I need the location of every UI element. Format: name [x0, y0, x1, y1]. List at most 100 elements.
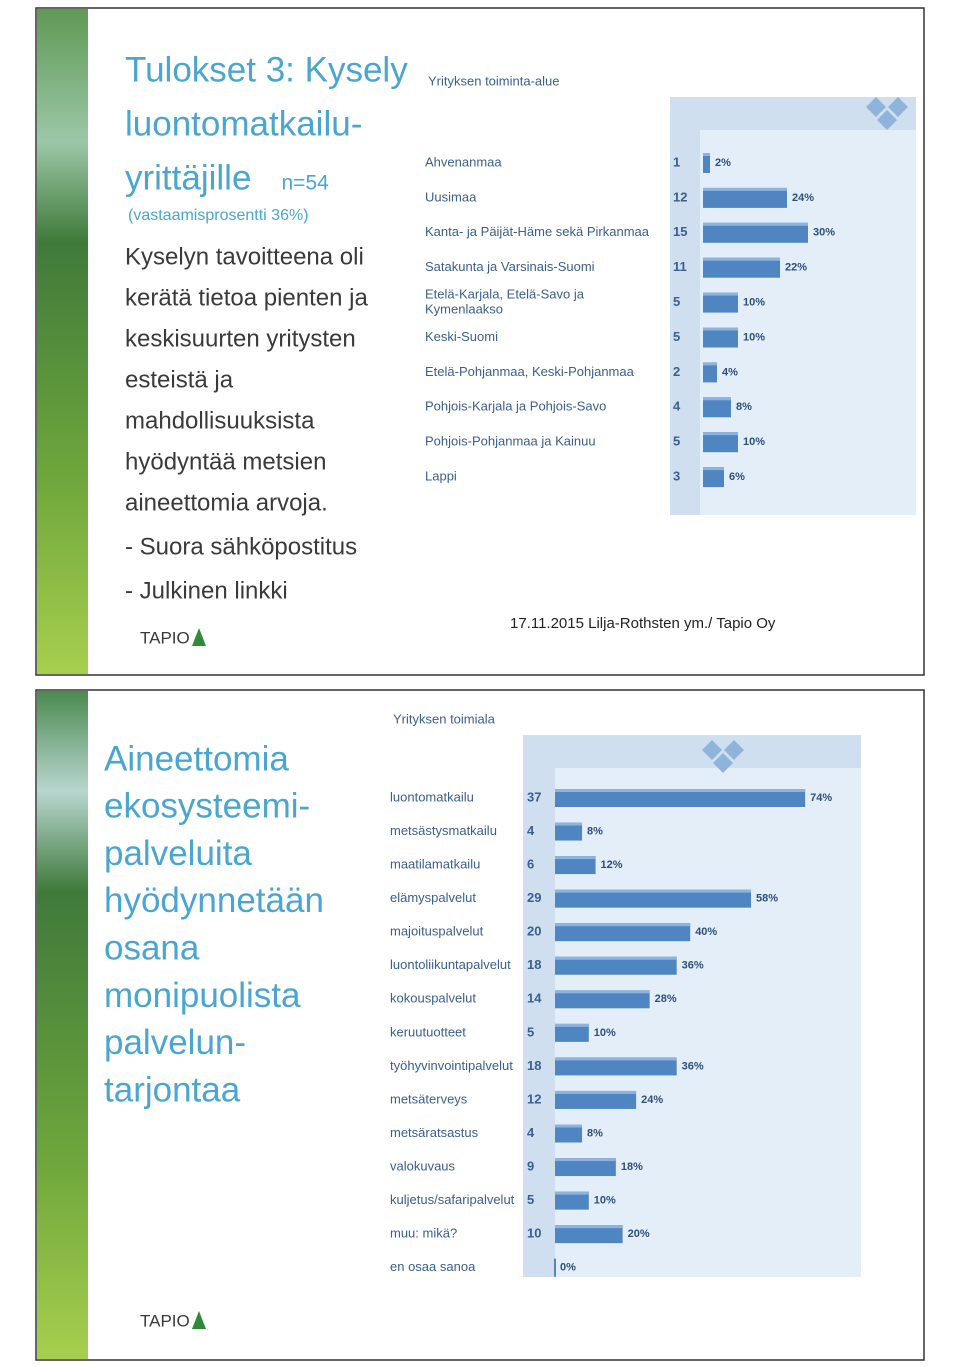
count-label: 1 [673, 154, 680, 169]
bar-highlight [555, 889, 752, 893]
bar [703, 153, 710, 173]
bar-highlight [703, 222, 808, 226]
count-label: 11 [673, 259, 687, 274]
slide-title: Tulokset 3: Kysely [125, 50, 408, 89]
bar [703, 467, 724, 488]
body-text: Kyselyn tavoitteena oli [125, 243, 364, 270]
category-label: luontoliikuntapalvelut [390, 957, 511, 972]
sample-size: n=54 [282, 172, 330, 195]
count-label: 5 [673, 294, 680, 309]
bar [555, 1124, 583, 1143]
slide-title: tarjontaa [104, 1070, 241, 1109]
bar-highlight [555, 1023, 589, 1027]
body-text: esteistä ja [125, 366, 234, 393]
chart-panel-inner [555, 768, 861, 1277]
category-label: Etelä-Pohjanmaa, Keski-Pohjanmaa [425, 364, 635, 379]
count-label: 9 [527, 1158, 534, 1173]
count-label: 18 [527, 1058, 541, 1073]
value-label: 40% [695, 926, 717, 938]
slide-title: palvelun- [104, 1023, 246, 1062]
bar-highlight [555, 1090, 637, 1094]
category-label: metsäratsastus [390, 1125, 479, 1140]
slide-title: palveluita [104, 834, 252, 873]
body-text: keskisuurten yritysten [125, 325, 356, 352]
bar [555, 1023, 589, 1042]
bar [703, 292, 738, 313]
bar-highlight [703, 257, 780, 261]
bar [703, 397, 731, 418]
count-label: 4 [673, 399, 681, 414]
bar-highlight [703, 292, 738, 296]
value-label: 10% [594, 1195, 616, 1207]
body-text: aineettomia arvoja. [125, 489, 328, 516]
count-label: 29 [527, 890, 541, 905]
value-label: 12% [601, 859, 623, 871]
slide-title: ekosysteemi- [104, 787, 310, 826]
value-label: 20% [628, 1228, 650, 1240]
bar-highlight [555, 1191, 589, 1195]
value-label: 36% [682, 960, 704, 972]
category-label: metsäterveys [390, 1091, 468, 1106]
value-label: 8% [587, 1127, 603, 1139]
bar-highlight [703, 432, 738, 436]
bar [555, 856, 596, 875]
bar [555, 1191, 589, 1210]
slide-title: monipuolista [104, 976, 301, 1015]
value-label: 4% [722, 366, 738, 378]
category-label: Etelä-Karjala, Etelä-Savo ja Kymenlaakso [425, 287, 585, 317]
bullet: - Julkinen linkki [125, 577, 288, 604]
count-label: 6 [527, 857, 534, 872]
value-label: 22% [785, 262, 807, 274]
category-label: metsästysmatkailu [390, 823, 497, 838]
count-label: 5 [527, 1192, 534, 1207]
value-label: 36% [682, 1060, 704, 1072]
bar-highlight [555, 1225, 623, 1229]
slide-title: yrittäjille [125, 158, 251, 197]
category-label: valokuvaus [390, 1158, 456, 1173]
bar [703, 327, 738, 348]
count-label: 12 [673, 189, 687, 204]
body-text: kerätä tietoa pienten ja [125, 284, 368, 311]
value-label: 10% [743, 331, 765, 343]
slide-title: luontomatkailu- [125, 104, 362, 143]
bar [555, 822, 583, 841]
bar-highlight [555, 1158, 616, 1162]
count-label: 4 [527, 823, 535, 838]
bar [555, 1158, 616, 1177]
bar [555, 1090, 637, 1109]
category-label: majoituspalvelut [390, 924, 484, 939]
footer: 17.11.2015 Lilja-Rothsten ym./ Tapio Oy [510, 615, 776, 632]
bar [555, 956, 677, 975]
count-label: 3 [673, 469, 680, 484]
bar-highlight [555, 956, 677, 960]
bar-highlight [555, 856, 596, 860]
category-label: maatilamatkailu [390, 857, 480, 872]
bar [555, 789, 806, 807]
bar [703, 257, 780, 278]
value-label: 8% [587, 825, 603, 837]
value-label: 24% [792, 192, 814, 204]
bullet: - Suora sähköpostitus [125, 533, 357, 560]
count-label: 5 [673, 434, 680, 449]
count-label: 4 [527, 1125, 535, 1140]
bar [555, 923, 691, 942]
slide-title: Aineettomia [104, 739, 289, 778]
body-text: mahdollisuuksista [125, 407, 315, 434]
chart-title: Yrityksen toiminta-alue [428, 73, 560, 88]
category-label: Lappi [425, 469, 457, 484]
count-label: 5 [527, 1024, 534, 1039]
bar-highlight [703, 467, 724, 471]
value-label: 6% [729, 471, 745, 483]
value-label: 28% [655, 993, 677, 1005]
bar [703, 362, 717, 383]
value-label: 74% [810, 792, 832, 804]
category-label: Keski-Suomi [425, 329, 498, 344]
bar-highlight [703, 327, 738, 331]
bar-highlight [703, 187, 787, 191]
category-label: Ahvenanmaa [425, 154, 502, 169]
value-label: 30% [813, 227, 835, 239]
category-label: Satakunta ja Varsinais-Suomi [425, 259, 595, 274]
bar-highlight [555, 990, 650, 994]
bar-highlight [703, 362, 717, 366]
